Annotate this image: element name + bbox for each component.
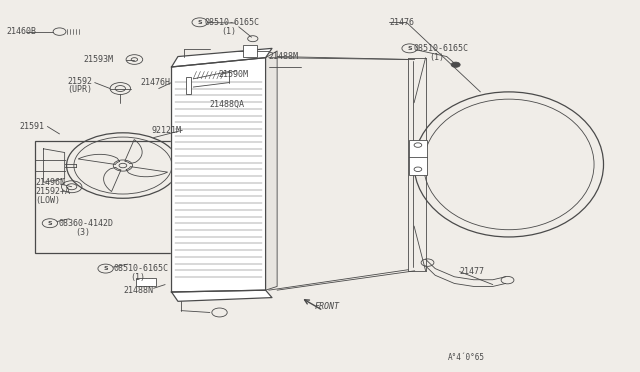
Circle shape bbox=[42, 219, 58, 228]
Text: 21460B: 21460B bbox=[6, 27, 36, 36]
Circle shape bbox=[451, 62, 460, 67]
Circle shape bbox=[98, 264, 113, 273]
Text: S: S bbox=[47, 221, 52, 226]
Text: 21477: 21477 bbox=[460, 267, 484, 276]
Text: (3): (3) bbox=[76, 228, 90, 237]
Text: 08510-6165C: 08510-6165C bbox=[413, 44, 468, 53]
Text: (1): (1) bbox=[130, 273, 145, 282]
Text: S: S bbox=[197, 20, 202, 25]
Circle shape bbox=[402, 44, 417, 53]
Polygon shape bbox=[172, 290, 272, 301]
Text: 21488QA: 21488QA bbox=[210, 100, 245, 109]
Circle shape bbox=[192, 18, 207, 27]
Text: (LOW): (LOW) bbox=[35, 196, 60, 205]
Text: 21593M: 21593M bbox=[83, 55, 113, 64]
Bar bbox=[136, 278, 156, 286]
Text: S: S bbox=[407, 46, 412, 51]
Text: A°4´0°65: A°4´0°65 bbox=[448, 353, 485, 362]
Bar bbox=[186, 77, 191, 94]
Text: (1): (1) bbox=[429, 53, 444, 62]
Bar bbox=[409, 140, 427, 175]
Text: 21591: 21591 bbox=[19, 122, 44, 131]
Polygon shape bbox=[172, 48, 272, 67]
Text: (UPR): (UPR) bbox=[67, 85, 92, 94]
Text: 92121M: 92121M bbox=[152, 126, 182, 135]
Text: 08510-6165C: 08510-6165C bbox=[205, 18, 260, 27]
Text: (1): (1) bbox=[221, 27, 236, 36]
Text: 21590M: 21590M bbox=[219, 70, 249, 79]
Bar bbox=[35, 141, 179, 253]
Text: 21476H: 21476H bbox=[141, 78, 171, 87]
Text: 21488N: 21488N bbox=[124, 286, 154, 295]
Text: 08510-6165C: 08510-6165C bbox=[114, 264, 169, 273]
Text: S: S bbox=[103, 266, 108, 271]
Text: FRONT: FRONT bbox=[315, 302, 340, 311]
Polygon shape bbox=[266, 51, 277, 290]
Polygon shape bbox=[408, 58, 426, 271]
Polygon shape bbox=[172, 58, 266, 292]
Text: 21496N: 21496N bbox=[35, 178, 65, 187]
Text: 08360-4142D: 08360-4142D bbox=[59, 219, 114, 228]
Text: 21488M: 21488M bbox=[269, 52, 299, 61]
Text: 21476: 21476 bbox=[389, 18, 414, 27]
Bar bbox=[243, 45, 257, 57]
Text: 21592+A: 21592+A bbox=[35, 187, 70, 196]
Text: 21592: 21592 bbox=[67, 77, 92, 86]
